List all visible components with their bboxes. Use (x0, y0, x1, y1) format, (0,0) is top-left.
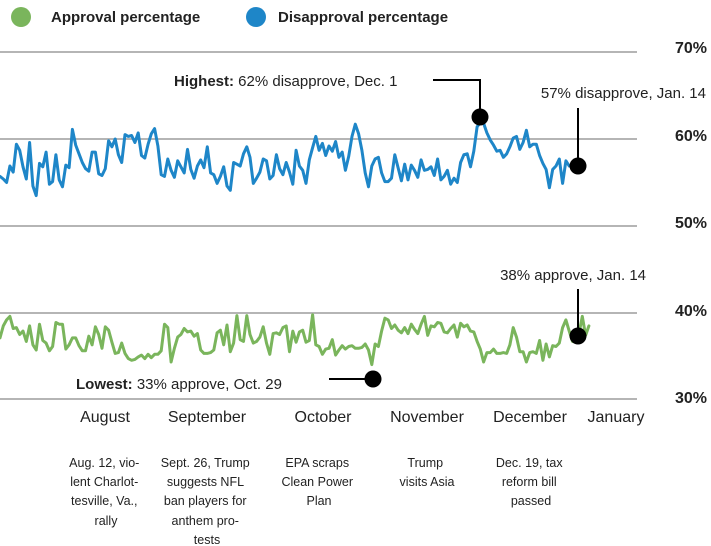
month-january: January (588, 409, 645, 426)
ytick-70: 70% (675, 40, 707, 57)
event-notes: Aug. 12, vio- lent Charlot- tesville, Va… (69, 456, 566, 546)
disapproval-series-line (0, 121, 571, 198)
ytick-40: 40% (675, 303, 707, 320)
lowest-marker (364, 370, 382, 388)
approval-series-line (0, 313, 591, 367)
y-axis-ticks: 70% 60% 50% 40% 30% (675, 40, 707, 407)
legend-approval-label: Approval percentage (51, 9, 200, 26)
month-october: October (295, 409, 353, 426)
approve-jan-annotation: 38% approve, Jan. 14 (500, 267, 646, 284)
highest-annotation: Highest: 62% disapprove, Dec. 1 (174, 73, 397, 90)
ytick-30: 30% (675, 390, 707, 407)
lowest-annotation: Lowest: 33% approve, Oct. 29 (76, 376, 282, 393)
x-axis-months: August September October November Decemb… (80, 409, 644, 426)
ytick-60: 60% (675, 128, 707, 145)
disapprove-jan-annotation: 57% disapprove, Jan. 14 (541, 85, 706, 102)
legend-disapproval-swatch (246, 7, 266, 27)
gridlines (0, 51, 637, 400)
ytick-50: 50% (675, 215, 707, 232)
event-tax-reform: Dec. 19, tax reform bill passed (496, 456, 566, 508)
legend: Approval percentage Disapproval percenta… (11, 7, 448, 27)
event-charlottesville: Aug. 12, vio- lent Charlot- tesville, Va… (69, 456, 143, 528)
event-asia-trip: Trump visits Asia (400, 456, 455, 489)
month-december: December (493, 409, 567, 426)
disapprove-jan-marker (569, 157, 587, 175)
event-clean-power-plan: EPA scraps Clean Power Plan (281, 456, 356, 508)
highest-leader-line (433, 79, 481, 113)
month-september: September (168, 409, 247, 426)
event-nfl-anthem: Sept. 26, Trump suggests NFL ban players… (161, 456, 253, 546)
legend-approval-swatch (11, 7, 31, 27)
legend-disapproval-label: Disapproval percentage (278, 9, 448, 26)
month-november: November (390, 409, 464, 426)
annotations: Highest: 62% disapprove, Dec. 1 57% disa… (76, 73, 706, 393)
month-august: August (80, 409, 130, 426)
highest-marker (471, 108, 489, 126)
approve-jan-marker (569, 327, 587, 345)
